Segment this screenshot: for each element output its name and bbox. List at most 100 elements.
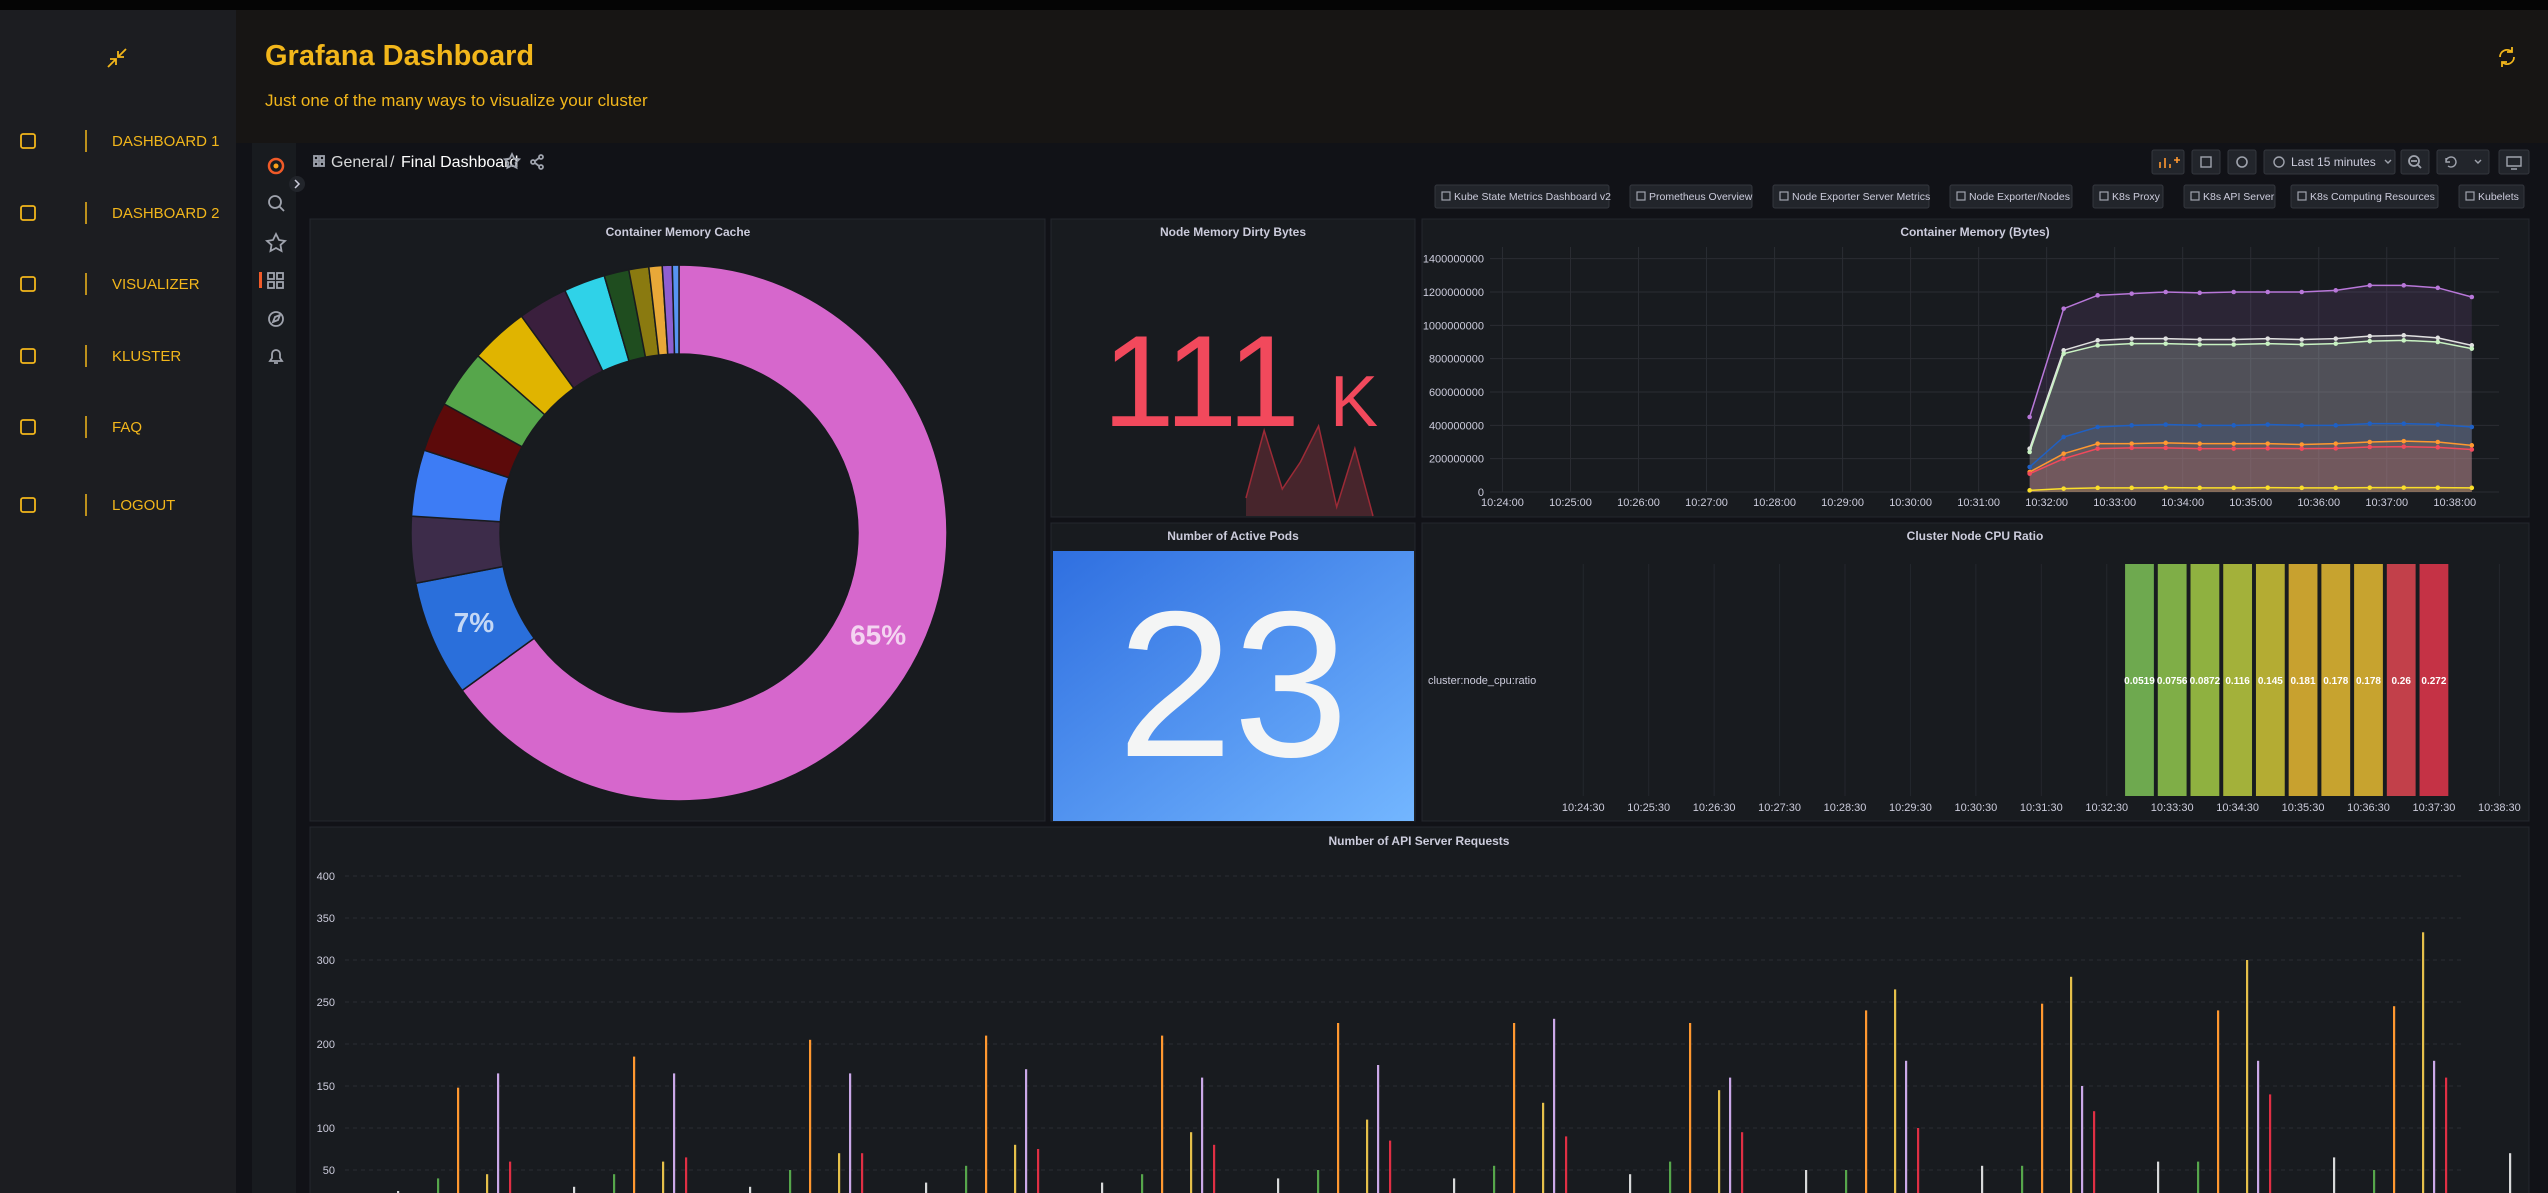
stat-value: 111 — [1102, 308, 1300, 454]
bar — [1190, 1132, 1193, 1193]
time-range: Last 15 minutes — [2291, 155, 2376, 169]
x-tick-label: 10:26:30 — [1693, 802, 1736, 814]
nav-starred[interactable] — [264, 231, 288, 253]
zoom-out-button[interactable] — [2400, 149, 2430, 175]
series-point — [2129, 423, 2134, 428]
nav-dashboards[interactable] — [267, 272, 284, 289]
sidebar-item[interactable]: VISUALIZER — [20, 273, 200, 295]
bar — [1805, 1170, 1808, 1193]
series-point — [2333, 288, 2339, 293]
sidebar-icon — [20, 133, 36, 149]
time-picker[interactable] — [2263, 149, 2396, 175]
refresh-icon[interactable] — [2499, 47, 2515, 67]
x-tick-label: 10:26:00 — [1617, 497, 1660, 509]
x-tick-label: 10:32:00 — [2025, 497, 2068, 509]
grafana-logo[interactable] — [267, 157, 285, 175]
x-tick-label: 10:28:30 — [1824, 802, 1867, 814]
bar — [2433, 1060, 2436, 1193]
bar — [2246, 960, 2249, 1193]
series-point — [2367, 444, 2373, 450]
sidebar-item[interactable]: KLUSTER — [20, 345, 181, 367]
series-point — [2401, 485, 2407, 490]
nav-explore[interactable] — [268, 311, 284, 327]
series-point — [2469, 447, 2475, 452]
series-point — [2367, 439, 2373, 445]
chart-layer: 65% 7% 0 200000000 400000000 600000000 8000000… — [317, 247, 2521, 1193]
breadcrumb-folder[interactable]: General — [331, 154, 388, 171]
header — [236, 10, 2548, 143]
bar — [849, 1073, 852, 1193]
bar-value-label: 0.145 — [2258, 676, 2283, 687]
panel-title: Number of API Server Requests — [1329, 834, 1510, 848]
series-area — [2029, 340, 2472, 492]
bar — [1865, 1010, 1868, 1193]
dashboard-link[interactable]: K8s Computing Resources — [2290, 184, 2439, 209]
y-tick-label: 150 — [317, 1081, 335, 1093]
series-point — [2435, 422, 2441, 427]
y-tick-label: 1200000000 — [1423, 287, 1484, 299]
sidebar-item[interactable]: DASHBOARD 2 — [20, 202, 220, 224]
x-tick-label: 10:35:00 — [2229, 497, 2272, 509]
dashboard-link[interactable]: Kube State Metrics Dashboard v2 — [1434, 184, 1611, 209]
sidebar-label: DASHBOARD 2 — [112, 205, 220, 222]
series-point — [2299, 442, 2305, 447]
series-line — [2029, 445, 2472, 475]
series-point — [2265, 341, 2271, 346]
link-button — [1434, 184, 1610, 209]
y-tick-label: 400 — [317, 871, 335, 883]
bar — [457, 1087, 460, 1193]
y-tick-label: 0 — [1478, 487, 1484, 499]
series-line — [2028, 284, 2472, 418]
nav-alerting[interactable] — [268, 349, 284, 364]
dashboard-link[interactable]: K8s Proxy — [2092, 184, 2164, 209]
save-button[interactable] — [2191, 149, 2221, 175]
bar — [809, 1039, 812, 1193]
dashboard-link[interactable]: Node Exporter/Nodes — [1949, 184, 2073, 209]
star-button[interactable] — [502, 151, 522, 170]
bar — [838, 1153, 841, 1193]
series-point — [2231, 446, 2237, 451]
bar — [1377, 1065, 1380, 1193]
sidebar-item[interactable]: LOGOUT — [20, 494, 175, 516]
series-point — [2265, 289, 2271, 295]
add-panel-button[interactable] — [2151, 149, 2185, 175]
series-point — [2333, 485, 2339, 491]
bar — [789, 1170, 792, 1193]
tv-mode-button[interactable] — [2498, 149, 2530, 175]
link-icon — [1956, 191, 1966, 201]
collapse-icon[interactable] — [107, 48, 127, 68]
series-point — [2435, 485, 2441, 490]
x-tick-label: 10:34:30 — [2216, 802, 2259, 814]
sidebar-item[interactable]: FAQ — [20, 416, 142, 438]
bar — [2422, 932, 2425, 1193]
bar-value-label: 0.272 — [2421, 676, 2446, 687]
bar — [2509, 1153, 2512, 1193]
dashboard-link[interactable]: K8s API Server — [2183, 184, 2276, 209]
nav-expand[interactable] — [289, 176, 305, 192]
refresh-button[interactable] — [2436, 149, 2490, 175]
sidebar-item[interactable]: DASHBOARD 1 — [20, 130, 220, 152]
series-point — [2333, 336, 2339, 341]
series-point — [2401, 421, 2407, 426]
dashboard-link[interactable]: Kubelets — [2458, 184, 2525, 209]
bar — [2217, 1010, 2220, 1193]
series-point — [2401, 444, 2407, 449]
dashboard-link[interactable]: Node Exporter Server Metrics — [1772, 184, 1930, 209]
nav-search[interactable] — [268, 195, 285, 212]
bar — [1037, 1149, 1040, 1193]
series-point — [2129, 336, 2134, 341]
settings-button[interactable] — [2227, 149, 2257, 175]
stat-unit: K — [1330, 362, 1378, 442]
grafana-nav — [252, 143, 296, 1193]
dashboard-link[interactable]: Prometheus Overview — [1629, 184, 1753, 209]
bar — [509, 1161, 512, 1193]
series-point — [2197, 485, 2203, 491]
link-icon — [2099, 191, 2109, 201]
bar — [1337, 1023, 1340, 1193]
bar — [1277, 1178, 1280, 1193]
share-button[interactable] — [530, 154, 544, 170]
nav-active-indicator — [259, 272, 262, 288]
panel — [1050, 218, 1416, 518]
series-point — [2265, 422, 2271, 427]
series-area — [2029, 487, 2472, 492]
